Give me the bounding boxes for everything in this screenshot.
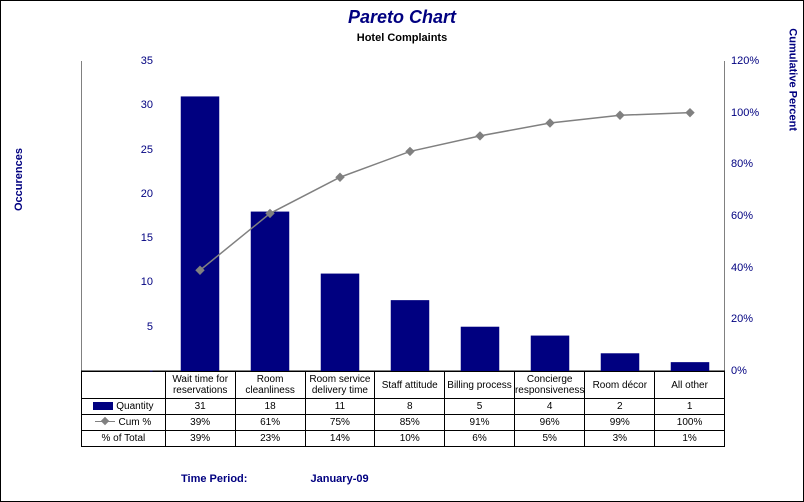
y-left-tick: 15 [113, 232, 153, 244]
table-cell: 2 [585, 399, 655, 415]
y-left-axis-label: Occurences [13, 148, 25, 211]
table-cell: 61% [235, 415, 305, 431]
table-header: Wait time for reservations [165, 372, 235, 399]
table-cell: 1 [655, 399, 725, 415]
table-cell: 91% [445, 415, 515, 431]
y-right-tick: 120% [731, 55, 781, 67]
chart-subtitle: Hotel Complaints [1, 32, 803, 44]
y-left-tick: 25 [113, 144, 153, 156]
table-header: Staff attitude [375, 372, 445, 399]
table-cell: 75% [305, 415, 375, 431]
y-left-tick: 10 [113, 276, 153, 288]
y-left-tick: 5 [113, 321, 153, 333]
table-rowhead: Quantity [82, 399, 166, 415]
y-right-tick: 40% [731, 262, 781, 274]
table-rowhead: Cum % [82, 415, 166, 431]
y-right-tick: 80% [731, 158, 781, 170]
table-cell: 39% [165, 415, 235, 431]
plot-area [81, 61, 725, 371]
table-header: Room service delivery time [305, 372, 375, 399]
table-cell: 8 [375, 399, 445, 415]
data-table: Wait time for reservationsRoom cleanline… [81, 371, 725, 447]
y-right-tick: 60% [731, 210, 781, 222]
table-header: Billing process [445, 372, 515, 399]
y-right-axis-label: Cumulative Percent [787, 28, 799, 131]
table-cell: 23% [235, 431, 305, 447]
y-left-tick: 35 [113, 55, 153, 67]
table-cell: 18 [235, 399, 305, 415]
table-cell: 96% [514, 415, 584, 431]
table-cell: 4 [514, 399, 584, 415]
table-cell: 99% [585, 415, 655, 431]
table-cell: 14% [305, 431, 375, 447]
chart-title: Pareto Chart [1, 7, 803, 28]
y-left-tick: 30 [113, 99, 153, 111]
y-right-tick: 0% [731, 365, 781, 377]
table-header: All other [655, 372, 725, 399]
chart-container: Pareto Chart Hotel Complaints Occurences… [0, 0, 804, 502]
pareto-plot [81, 61, 725, 371]
time-period-label: Time Period: [181, 473, 247, 485]
y-right-tick: 20% [731, 313, 781, 325]
table-cell: 85% [375, 415, 445, 431]
table-rowhead: % of Total [82, 431, 166, 447]
y-right-tick: 100% [731, 107, 781, 119]
table-header: Room cleanliness [235, 372, 305, 399]
table-cell: 39% [165, 431, 235, 447]
table-cell: 100% [655, 415, 725, 431]
table-cell: 11 [305, 399, 375, 415]
table-cell: 10% [375, 431, 445, 447]
table-header: Concierge responsiveness [514, 372, 584, 399]
y-left-tick: - [113, 365, 153, 377]
table-cell: 5 [445, 399, 515, 415]
y-left-tick: 20 [113, 188, 153, 200]
time-period: Time Period: January-09 [181, 473, 369, 485]
table-header: Room décor [585, 372, 655, 399]
table-cell: 3% [585, 431, 655, 447]
table-cell: 6% [445, 431, 515, 447]
table-cell: 31 [165, 399, 235, 415]
table-cell: 1% [655, 431, 725, 447]
table-cell: 5% [514, 431, 584, 447]
time-period-value: January-09 [311, 473, 369, 485]
